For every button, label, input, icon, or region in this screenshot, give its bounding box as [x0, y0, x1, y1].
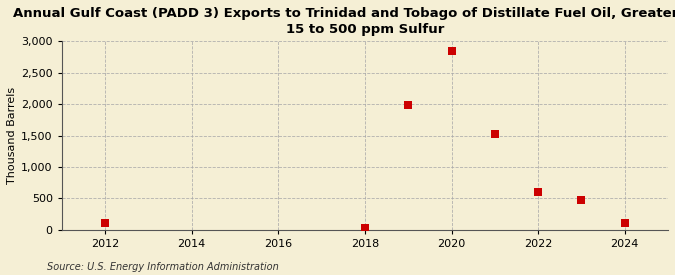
Y-axis label: Thousand Barrels: Thousand Barrels: [7, 87, 17, 184]
Point: [446, 49, 457, 53]
Point: [489, 131, 500, 136]
Point: [360, 226, 371, 230]
Text: Source: U.S. Energy Information Administration: Source: U.S. Energy Information Administ…: [47, 262, 279, 272]
Point: [403, 102, 414, 107]
Point: [533, 190, 543, 194]
Point: [576, 197, 587, 202]
Point: [620, 221, 630, 226]
Point: [100, 221, 111, 225]
Title: Annual Gulf Coast (PADD 3) Exports to Trinidad and Tobago of Distillate Fuel Oil: Annual Gulf Coast (PADD 3) Exports to Tr…: [13, 7, 675, 36]
